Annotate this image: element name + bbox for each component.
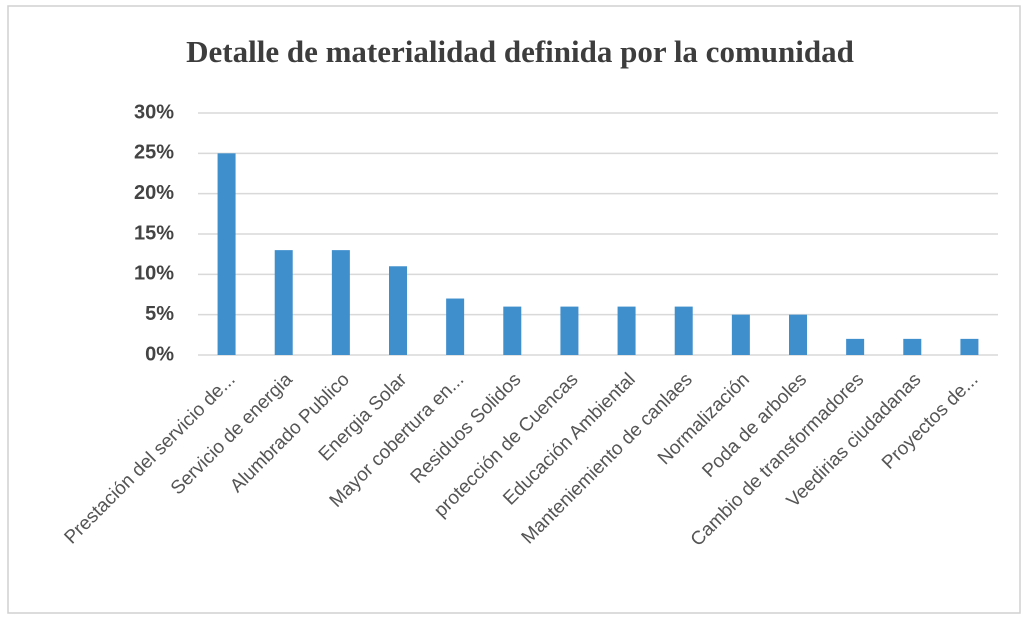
y-tick-label: 25%	[134, 142, 174, 164]
y-tick-label: 30%	[134, 101, 174, 123]
bar	[217, 153, 236, 355]
bar	[274, 250, 293, 355]
y-tick-label: 15%	[134, 222, 174, 244]
bar	[331, 250, 350, 355]
bar	[503, 306, 522, 355]
bar	[560, 306, 579, 355]
bar	[617, 306, 636, 355]
x-tick-label: Poda de arboles	[698, 369, 811, 482]
bar	[789, 314, 807, 355]
chart-title: Detalle de materialidad definida por la …	[186, 34, 854, 69]
chart-border	[7, 5, 1021, 614]
bar	[389, 266, 407, 355]
bar	[731, 314, 750, 355]
y-tick-label: 20%	[134, 182, 174, 204]
bar	[846, 338, 865, 355]
bar	[674, 306, 693, 355]
bar	[960, 338, 979, 355]
y-tick-label: 5%	[145, 303, 174, 325]
y-tick-label: 0%	[145, 343, 174, 365]
y-tick-label: 10%	[134, 263, 174, 285]
bar	[903, 338, 922, 355]
bar	[446, 298, 465, 355]
